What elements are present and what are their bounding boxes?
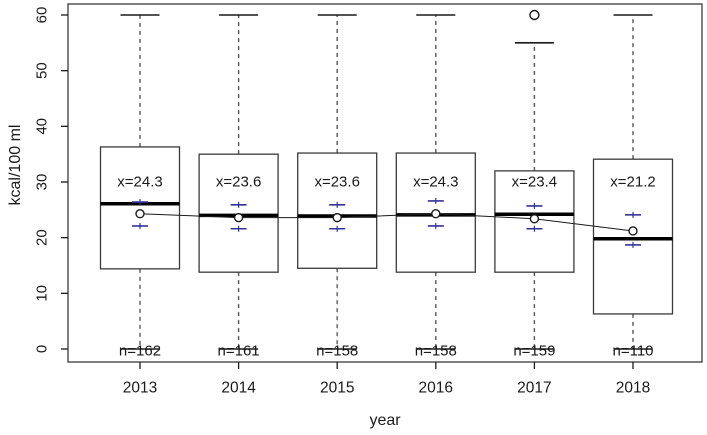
- x-axis-tick-label: 2018: [616, 380, 650, 397]
- y-axis-title: kcal/100 ml: [7, 124, 24, 206]
- x-axis-tick-label: 2013: [123, 380, 157, 397]
- mean-value-label: x=24.3: [117, 174, 162, 191]
- y-axis-tick-label: 0: [34, 345, 51, 353]
- mean-point-2014: [233, 212, 244, 223]
- iqr-box-2015: [297, 152, 378, 269]
- x-axis-tick-label: 2014: [221, 380, 256, 397]
- mean-point-2017: [529, 214, 540, 224]
- mean-point-2013: [135, 209, 145, 219]
- x-axis-title: year: [369, 412, 401, 429]
- y-axis-tick-label: 20: [34, 229, 51, 246]
- y-axis-tick-label: 40: [34, 118, 51, 135]
- y-axis-tick-label: 30: [34, 174, 51, 191]
- y-axis-tick-label: 10: [34, 285, 51, 302]
- y-axis-tick-label: 60: [34, 7, 51, 24]
- x-axis-tick-label: 2016: [419, 380, 453, 397]
- mean-value-label: x=24.3: [413, 174, 458, 191]
- iqr-box-2018: [592, 158, 674, 315]
- plot-border: [67, 3, 703, 363]
- y-axis-tick-label: 50: [34, 62, 51, 79]
- mean-value-label: x=23.6: [216, 174, 261, 191]
- outlier-point-2017: [529, 9, 540, 21]
- n-count-label: n=158: [316, 343, 358, 360]
- mean-value-label: x=21.2: [610, 174, 655, 191]
- n-count-label: n=158: [415, 343, 457, 360]
- mean-value-label: x=23.4: [512, 174, 557, 191]
- iqr-box-2013: [99, 146, 181, 270]
- n-count-label: n=110: [612, 343, 653, 360]
- mean-point-2016: [431, 209, 441, 219]
- mean-value-label: x=23.6: [314, 174, 359, 191]
- n-count-label: n=159: [513, 343, 555, 360]
- x-axis-tick-label: 2017: [517, 380, 551, 397]
- mean-point-2018: [628, 226, 638, 236]
- n-count-label: n=161: [218, 343, 260, 360]
- n-count-label: n=162: [119, 343, 161, 360]
- mean-point-2015: [332, 212, 342, 223]
- mean-trend-line: [139, 213, 634, 232]
- x-axis-tick-label: 2015: [320, 380, 354, 397]
